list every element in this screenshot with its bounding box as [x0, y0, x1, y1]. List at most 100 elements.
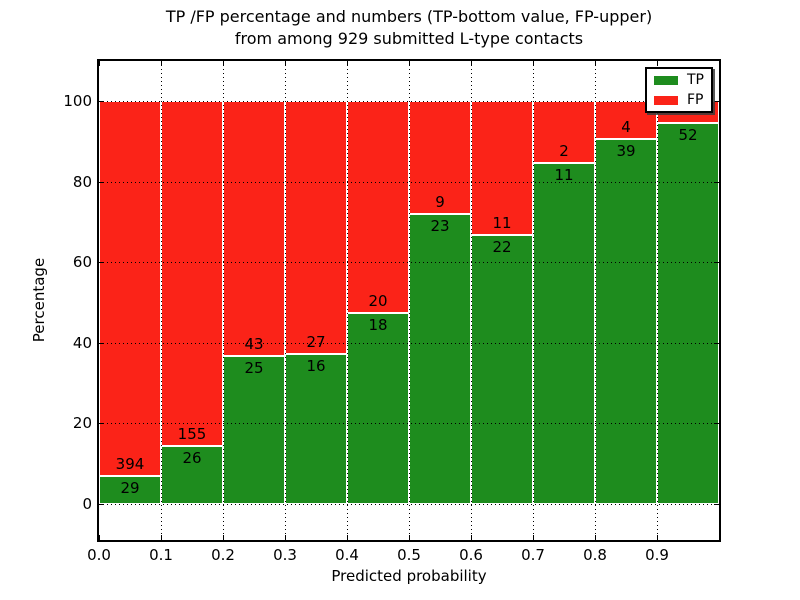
bar-label-fp: 9: [435, 193, 445, 212]
axis-tick-top: [99, 61, 100, 66]
bar-label-tp: 26: [182, 448, 202, 467]
axis-tick-left: [99, 423, 104, 425]
axis-tick-right: [714, 423, 719, 425]
y-tick-label: 100: [63, 92, 92, 111]
axis-tick-top: [161, 61, 162, 66]
y-tick-label: 0: [82, 494, 92, 513]
y-tick-label: 80: [72, 172, 92, 191]
legend-label-tp: TP: [687, 71, 704, 88]
axis-tick-bottom: [99, 535, 100, 540]
bar-label-tp: 52: [678, 126, 698, 145]
axis-tick-top: [285, 61, 286, 66]
axis-tick-top: [223, 61, 224, 66]
bar-label-fp: 11: [492, 214, 512, 233]
axis-tick-bottom: [533, 535, 534, 540]
gridline-vertical: [285, 61, 286, 540]
axis-tick-left: [99, 503, 104, 505]
bar-label-tp: 11: [554, 166, 574, 185]
x-tick-label: 0.9: [645, 546, 669, 564]
x-tick-label: 0.0: [87, 546, 111, 564]
legend: TP FP: [645, 67, 713, 113]
bar-label-tp: 29: [120, 479, 140, 498]
bar-segment-tp: [657, 123, 719, 504]
x-tick-label: 0.1: [149, 546, 173, 564]
axis-tick-right: [714, 342, 719, 344]
bar-label-fp: 20: [368, 292, 388, 310]
axis-tick-right: [714, 503, 719, 505]
bar-segment-fp: [161, 101, 223, 446]
bar-segment-tp: [471, 235, 533, 504]
bar-segment-fp: [99, 101, 161, 477]
axis-tick-left: [99, 342, 104, 344]
y-tick-label: 20: [72, 414, 92, 433]
bar-segment-tp: [223, 355, 285, 504]
chart-title-line2: from among 929 submitted L-type contacts: [234, 29, 584, 48]
gridline-vertical: [657, 61, 658, 540]
axis-tick-top: [595, 61, 596, 66]
bar-segment-tp: [595, 138, 657, 504]
legend-label-fp: FP: [687, 91, 704, 108]
bar-label-fp: 4: [621, 117, 631, 136]
legend-item-tp: TP: [654, 71, 711, 88]
bar-label-tp: 18: [368, 316, 388, 334]
bar-label-fp: 43: [244, 334, 264, 353]
bar-segment-tp: [99, 476, 161, 504]
bar-segment-fp: [347, 101, 409, 313]
plot-area: TP FP 394 29 155 26 43 25 27 16 20 18 9 23 11 22 2 11 4 3…: [97, 59, 721, 542]
x-tick-label: 0.7: [521, 546, 545, 564]
x-tick-label: 0.6: [459, 546, 483, 564]
gridline-vertical: [161, 61, 162, 540]
x-axis-label: Predicted probability: [331, 567, 487, 585]
axis-tick-top: [347, 61, 348, 66]
axis-tick-bottom: [409, 535, 410, 540]
gridline-vertical: [471, 61, 472, 540]
bar-label-fp: 394: [115, 455, 145, 474]
axis-tick-right: [714, 262, 719, 264]
axis-tick-left: [99, 101, 104, 103]
axis-tick-top: [533, 61, 534, 66]
axis-tick-left: [99, 262, 104, 264]
axis-tick-top: [471, 61, 472, 66]
bar-label-tp: 16: [306, 357, 326, 376]
bar-segment-fp: [471, 101, 533, 236]
axis-tick-bottom: [161, 535, 162, 540]
y-tick-label: 40: [72, 333, 92, 352]
bar-label-tp: 39: [616, 141, 636, 160]
bar-segment-tp: [161, 445, 223, 504]
bar-segment-tp: [533, 163, 595, 504]
axis-tick-bottom: [285, 535, 286, 540]
axis-tick-top: [657, 61, 658, 66]
gridline-vertical: [223, 61, 224, 540]
tp-legend-swatch: [654, 75, 678, 85]
bar-label-fp: 2: [559, 142, 569, 161]
x-tick-label: 0.4: [335, 546, 359, 564]
x-tick-label: 0.2: [211, 546, 235, 564]
gridline-vertical: [595, 61, 596, 540]
gridline-vertical: [533, 61, 534, 540]
bar-label-fp: 27: [306, 333, 326, 352]
bar-segment-tp: [285, 354, 347, 504]
x-tick-label: 0.3: [273, 546, 297, 564]
fp-legend-swatch: [654, 95, 678, 105]
bar-segment-fp: [285, 101, 347, 355]
axis-tick-right: [714, 101, 719, 103]
chart-title-line1: TP /FP percentage and numbers (TP-bottom…: [165, 7, 653, 26]
chart-title: TP /FP percentage and numbers (TP-bottom…: [99, 6, 719, 50]
bar-label-tp: 22: [492, 238, 512, 257]
bar-segment-tp: [409, 214, 471, 504]
bar-label-tp: 23: [430, 217, 450, 236]
legend-item-fp: FP: [654, 91, 711, 108]
x-tick-label: 0.5: [397, 546, 421, 564]
axis-tick-bottom: [657, 535, 658, 540]
bar-label-tp: 25: [244, 358, 264, 377]
axis-tick-bottom: [223, 535, 224, 540]
gridline-vertical: [347, 61, 348, 540]
bar-segment-fp: [223, 101, 285, 356]
y-tick-label: 60: [72, 253, 92, 272]
axis-tick-top: [409, 61, 410, 66]
axis-tick-left: [99, 181, 104, 183]
bar-label-fp: 155: [177, 424, 207, 443]
x-tick-label: 0.8: [583, 546, 607, 564]
axis-tick-right: [714, 181, 719, 183]
